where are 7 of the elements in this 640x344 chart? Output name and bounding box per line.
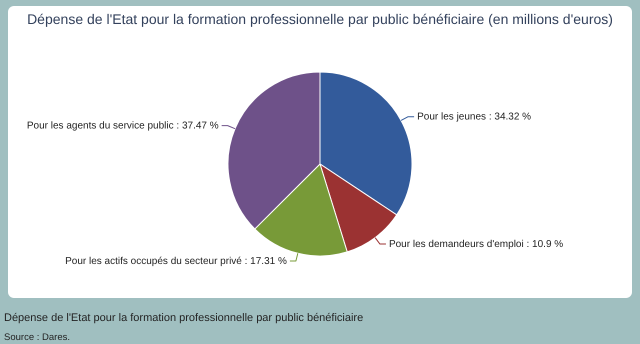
text: Dépense de l'Etat pour la formation professionnelle par public bénéficiaire <box>4 312 364 324</box>
slice-label: Pour les demandeurs d'emploi : 10.9 % <box>388 239 564 250</box>
chart-title: Dépense de l'Etat pour la formation professionnelle par public bénéficiaire (en millions d'euros) <box>27 11 613 27</box>
source-note: Source : Dares. <box>4 332 70 343</box>
slice-label: Pour les actifs occupés du secteur privé : 17.31 % <box>65 256 287 268</box>
slice-label: Pour les agents du service public : 37.47 % <box>26 120 219 132</box>
slice-label: Pour les jeunes : 34.32 % <box>417 112 532 123</box>
